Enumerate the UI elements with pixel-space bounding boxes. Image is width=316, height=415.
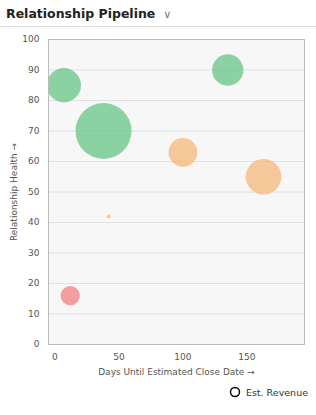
svg-text:60: 60 [28, 156, 40, 166]
svg-text:100: 100 [174, 352, 191, 362]
svg-text:100: 100 [22, 34, 39, 44]
svg-text:40: 40 [28, 217, 40, 227]
svg-text:90: 90 [28, 65, 40, 75]
svg-text:80: 80 [28, 95, 40, 105]
svg-text:50: 50 [113, 352, 125, 362]
svg-text:Relationship Health →: Relationship Health → [9, 143, 19, 242]
svg-text:Days Until Estimated Close Dat: Days Until Estimated Close Date → [98, 367, 255, 377]
svg-text:50: 50 [28, 187, 40, 197]
svg-text:0: 0 [52, 352, 58, 362]
html-text:Relationship Pipeline: Relationship Pipeline [6, 6, 156, 21]
html-text:Est. Revenue: Est. Revenue [245, 386, 308, 398]
svg-text:70: 70 [28, 126, 40, 136]
svg-text:150: 150 [238, 352, 255, 362]
svg-text:0: 0 [34, 339, 40, 349]
svg-text:30: 30 [28, 248, 40, 258]
svg-text:20: 20 [28, 278, 40, 288]
svg-text:10: 10 [28, 309, 40, 319]
